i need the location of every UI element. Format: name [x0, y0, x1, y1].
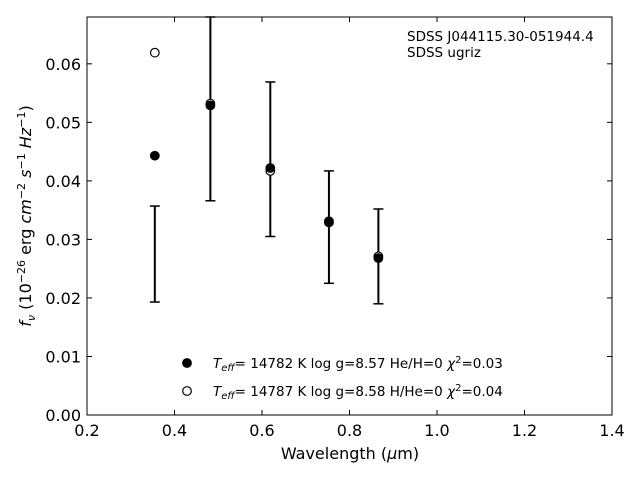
x-axis-title: Wavelength (µm) [281, 444, 419, 463]
point-filled-2 [265, 163, 276, 173]
x-tick-label-0: 0.2 [74, 421, 99, 440]
y-tick-label-5: 0.05 [45, 113, 81, 132]
legend-marker-open [182, 386, 192, 396]
annotation-object-name: SDSS J044115.30-051944.4 [407, 29, 594, 45]
x-tick-label-5: 1.2 [512, 421, 537, 440]
y-tick-label-6: 0.06 [45, 55, 81, 74]
x-tick-label-6: 1.4 [599, 421, 624, 440]
point-open-0 [149, 47, 160, 58]
legend-entry-he-rich: Teff= 14782 K log g=8.57 He/H=0 χ2=0.03 [213, 355, 503, 374]
y-tick-label-2: 0.02 [45, 289, 81, 308]
error-bars [149, 16, 384, 305]
y-tick-label-1: 0.01 [45, 347, 81, 366]
x-tick-label-4: 1.0 [424, 421, 449, 440]
point-filled-1 [205, 100, 216, 111]
point-filled-0 [149, 150, 160, 161]
x-tick-label-2: 0.6 [249, 421, 274, 440]
y-axis-title: fν (10−26 erg cm−2 s−1 Hz−1) [15, 105, 38, 326]
y-tick-label-4: 0.04 [45, 172, 81, 191]
legend-entry-h-rich: Teff= 14787 K log g=8.58 H/He=0 χ2=0.04 [213, 383, 503, 402]
point-filled-4 [373, 253, 384, 264]
x-tick-label-1: 0.4 [162, 421, 187, 440]
point-filled-3 [324, 216, 334, 227]
y-tick-label-3: 0.03 [45, 230, 81, 249]
y-tick-label-0: 0.00 [45, 406, 81, 425]
axis-ticks: 0.2 0.4 0.6 0.8 1.0 1.2 1.4 0.00 0.01 0.02 0.03 0.0… [45, 17, 625, 440]
data-markers [149, 47, 384, 264]
legend: Teff= 14782 K log g=8.57 He/H=0 χ2=0.03 … [182, 355, 503, 402]
legend-marker-filled [182, 358, 192, 368]
x-tick-label-3: 0.8 [337, 421, 362, 440]
annotation-filter-set: SDSS ugriz [407, 45, 481, 61]
